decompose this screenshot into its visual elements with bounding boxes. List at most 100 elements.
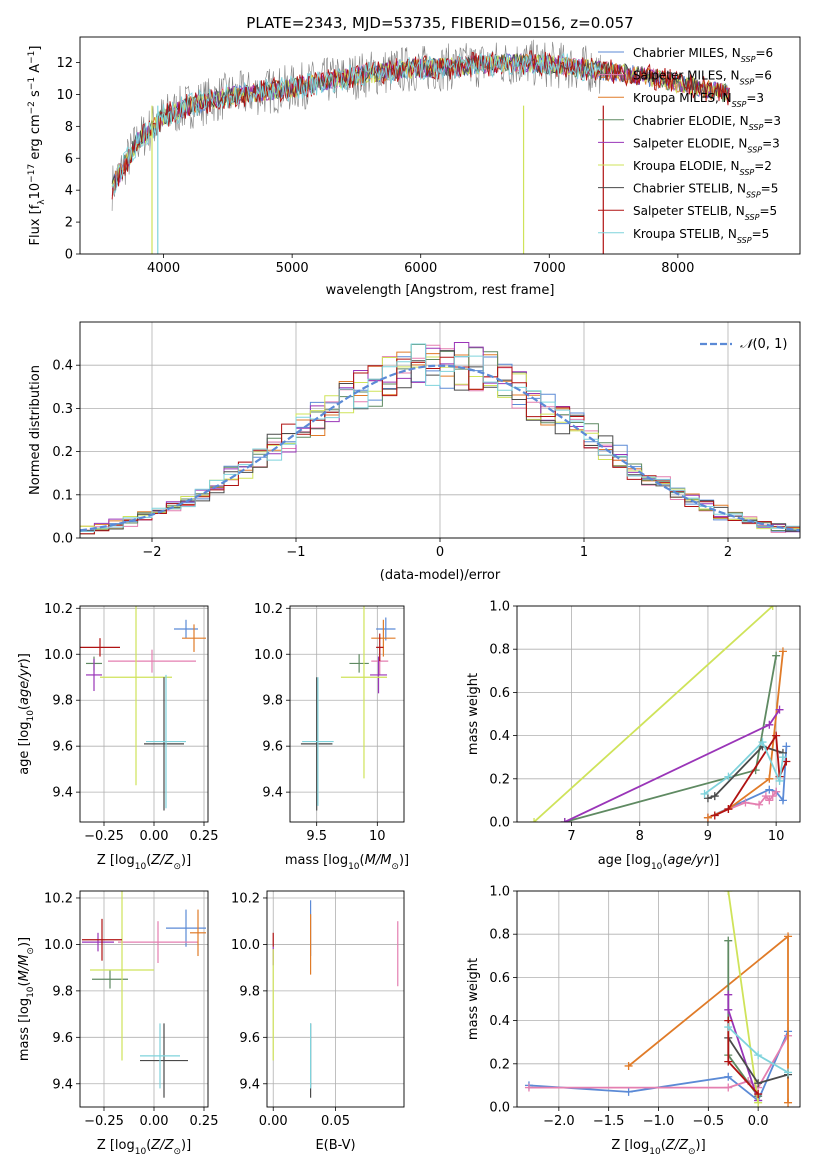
y-tick-label: 10.2 <box>254 602 283 617</box>
x-tick-label: 10 <box>369 829 386 844</box>
y-tick-label: 0 <box>65 248 73 263</box>
weight-marker-salpeter_miles <box>772 787 781 796</box>
weight-marker-kroupa_elodie <box>724 891 733 895</box>
x-tick-label: 0.00 <box>259 1114 288 1129</box>
y-tick-label: 10.0 <box>44 938 73 953</box>
axes-frame <box>79 36 801 255</box>
y-tick-label: 0.4 <box>52 359 73 374</box>
weight-marker-kroupa_stelib <box>758 738 767 747</box>
weight-marker-kroupa_miles <box>624 1061 633 1070</box>
residuals-axes: −2 −1 0 1 2 0.0 0.1 0.2 0.3 0.4 (data-model)/error… <box>28 321 801 583</box>
weight-marker-salpeter_stelib <box>772 731 781 740</box>
weight-marker-salpeter_miles <box>724 1083 733 1092</box>
weight-marker-salpeter_stelib <box>710 811 719 820</box>
weight-marker-chabrier_miles <box>782 742 791 751</box>
mass_vs_ebv-xlabel: E(B-V) <box>315 1138 355 1153</box>
model-spectrum-salpeter_stelib <box>111 50 730 200</box>
mass_weight_vs_age-ylabel: mass weight <box>466 673 481 755</box>
spectrum-legend: Chabrier MILES, NSSP=6 Salpeter MILES, NS… <box>598 46 781 244</box>
y-tick-label: 12 <box>56 56 73 71</box>
legend-label: Salpeter MILES, NSSP=6 <box>633 69 772 87</box>
x-tick-label: 9.5 <box>306 829 327 844</box>
weight-marker-salpeter_stelib <box>754 1090 763 1099</box>
weight-marker-salpeter_elodie <box>724 1005 733 1014</box>
weight-marker-kroupa_miles <box>703 813 712 822</box>
y-tick-label: 10.2 <box>44 602 73 617</box>
y-tick-label: 9.8 <box>52 984 73 999</box>
mass_weight_vs_Z-ylabel: mass weight <box>466 958 481 1040</box>
x-tick-label: 0.05 <box>321 1114 350 1129</box>
legend-label: Kroupa ELODIE, NSSP=2 <box>633 159 772 177</box>
y-tick-label: 0.0 <box>489 816 510 831</box>
axes-frame <box>516 890 801 1108</box>
y-tick-label: 10.2 <box>44 891 73 906</box>
axes-frame <box>516 605 801 823</box>
y-tick-label: 0.6 <box>489 686 510 701</box>
y-tick-label: 9.4 <box>262 786 283 801</box>
x-tick-label: −2.0 <box>543 1114 575 1129</box>
weight-marker-kroupa_stelib <box>784 1068 793 1077</box>
weight-marker-salpeter_miles <box>524 1083 533 1092</box>
axes-frame <box>79 605 209 823</box>
y-tick-label: 10.0 <box>44 648 73 663</box>
weight-line-kroupa_elodie <box>533 606 774 822</box>
spectrum-axes: 4000 5000 6000 7000 8000 0 2 4 6 8 10 12 wavelength … <box>27 36 801 298</box>
weight-marker-chabrier_miles <box>724 1072 733 1081</box>
legend-label: Kroupa STELIB, NSSP=5 <box>633 227 769 245</box>
weight-marker-kroupa_miles <box>784 932 793 941</box>
x-tick-label: 8 <box>636 829 644 844</box>
x-tick-label: −1 <box>286 545 305 560</box>
y-tick-label: 10.0 <box>254 648 283 663</box>
age_vs_Z-ylabel: age [log10(age/yr)] <box>17 653 36 775</box>
y-tick-label: 0.0 <box>52 532 73 547</box>
age_vs_Z-axes: −0.25 0.00 0.25 9.4 9.6 9.8 10.0 10.2 Z [log10(Z… <box>17 602 219 872</box>
y-tick-label: 10.2 <box>231 891 260 906</box>
weight-marker-kroupa_stelib <box>724 772 733 781</box>
model-spectrum-kroupa_stelib <box>111 52 602 194</box>
y-tick-label: 10 <box>56 88 73 103</box>
y-tick-label: 9.6 <box>262 740 283 755</box>
x-tick-label: 0.00 <box>140 829 169 844</box>
x-tick-label: 9 <box>704 829 712 844</box>
x-tick-label: 0.25 <box>190 1114 219 1129</box>
weight-marker-kroupa_miles <box>784 1098 793 1107</box>
x-tick-label: 4000 <box>147 261 180 276</box>
y-tick-label: 1.0 <box>489 885 510 900</box>
weight-marker-kroupa_elodie <box>754 1098 763 1107</box>
y-tick-label: 2 <box>65 216 73 231</box>
age_vs_Z-points <box>80 606 206 811</box>
weight-marker-salpeter_stelib <box>724 1057 733 1066</box>
mass_vs_Z-xlabel: Z [log10(Z/Z⊙)] <box>97 1138 191 1157</box>
y-tick-label: 0.1 <box>52 488 73 503</box>
model-spectrum-chabrier_stelib <box>111 53 730 190</box>
x-tick-label: −2 <box>142 545 161 560</box>
y-tick-label: 8 <box>65 120 73 135</box>
x-tick-label: 0.00 <box>140 1114 169 1129</box>
weight-marker-salpeter_elodie <box>775 705 784 714</box>
weight-marker-kroupa_stelib <box>700 789 709 798</box>
weight-line-kroupa_elodie <box>727 891 759 1103</box>
mass_vs_Z-ylabel: mass [log10(M/M⊙)] <box>17 937 36 1061</box>
x-tick-label: 0.0 <box>748 1114 769 1129</box>
weight-marker-chabrier_miles <box>765 785 774 794</box>
x-tick-label: 2 <box>724 545 732 560</box>
residuals-ylabel: Normed distribution <box>28 365 43 495</box>
spectrum-xlabel: wavelength [Angstrom, rest frame] <box>326 283 555 298</box>
mass_weight_vs_age-series <box>530 606 791 822</box>
legend-label: Chabrier MILES, NSSP=6 <box>633 46 773 64</box>
x-tick-label: 0.25 <box>190 829 219 844</box>
x-tick-label: 6000 <box>404 261 437 276</box>
x-tick-label: −0.5 <box>693 1114 725 1129</box>
weight-marker-salpeter_elodie <box>724 990 733 999</box>
weight-line-chabrier_stelib <box>707 745 784 800</box>
x-tick-label: −0.25 <box>84 1114 124 1129</box>
y-tick-label: 9.8 <box>239 984 260 999</box>
mass_vs_ebv-axes: 0.00 0.05 9.4 9.6 9.8 10.0 10.2 E(B-V) <box>231 890 405 1153</box>
y-tick-label: 0.4 <box>489 1014 510 1029</box>
y-tick-label: 1.0 <box>489 600 510 615</box>
y-tick-label: 0.4 <box>489 729 510 744</box>
y-tick-label: 6 <box>65 152 73 167</box>
y-tick-label: 9.4 <box>52 1077 73 1092</box>
weight-marker-salpeter_miles <box>741 798 750 807</box>
